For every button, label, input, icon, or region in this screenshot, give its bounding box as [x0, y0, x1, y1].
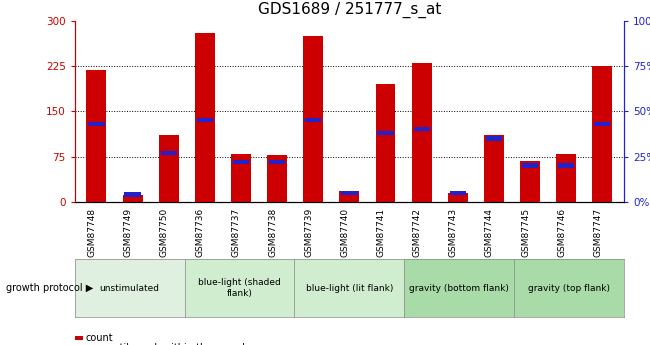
Bar	[486, 136, 502, 140]
Bar	[233, 160, 249, 164]
Text: gravity (top flank): gravity (top flank)	[528, 284, 610, 293]
Text: GSM87737: GSM87737	[232, 208, 241, 257]
Text: GSM87736: GSM87736	[196, 208, 205, 257]
Text: unstimulated: unstimulated	[99, 284, 160, 293]
Bar	[592, 66, 612, 202]
Bar	[124, 193, 140, 197]
Text: count: count	[86, 333, 113, 343]
Bar	[161, 151, 177, 155]
Bar	[269, 160, 285, 164]
Bar	[556, 154, 576, 202]
Text: GSM87747: GSM87747	[593, 208, 603, 257]
Bar	[520, 161, 540, 202]
Bar	[197, 118, 213, 122]
Bar	[411, 63, 432, 202]
Bar	[522, 164, 538, 168]
Bar	[378, 131, 394, 135]
Text: GSM87742: GSM87742	[413, 208, 422, 257]
Text: GSM87738: GSM87738	[268, 208, 277, 257]
Bar	[339, 191, 359, 202]
Bar	[450, 191, 466, 195]
Bar	[123, 195, 142, 202]
Text: GSM87739: GSM87739	[304, 208, 313, 257]
Text: GSM87749: GSM87749	[124, 208, 133, 257]
Bar	[267, 155, 287, 202]
Bar	[341, 191, 358, 195]
Text: GSM87740: GSM87740	[341, 208, 350, 257]
Bar	[448, 193, 468, 202]
Text: blue-light (shaded
flank): blue-light (shaded flank)	[198, 278, 281, 298]
Text: GSM87745: GSM87745	[521, 208, 530, 257]
Bar	[376, 84, 395, 202]
Bar	[195, 33, 215, 202]
Bar	[305, 118, 321, 122]
Text: GSM87743: GSM87743	[448, 208, 458, 257]
Bar	[231, 154, 251, 202]
Text: GSM87750: GSM87750	[160, 208, 169, 257]
Text: growth protocol ▶: growth protocol ▶	[6, 283, 94, 293]
Text: GSM87746: GSM87746	[557, 208, 566, 257]
Text: gravity (bottom flank): gravity (bottom flank)	[410, 284, 509, 293]
Text: GSM87748: GSM87748	[88, 208, 96, 257]
Bar	[86, 70, 107, 202]
Text: percentile rank within the sample: percentile rank within the sample	[86, 343, 251, 345]
Bar	[594, 122, 610, 126]
Bar	[304, 36, 323, 202]
Bar	[159, 136, 179, 202]
Bar	[413, 127, 430, 131]
Title: GDS1689 / 251777_s_at: GDS1689 / 251777_s_at	[257, 2, 441, 18]
Text: blue-light (lit flank): blue-light (lit flank)	[306, 284, 393, 293]
Text: GSM87744: GSM87744	[485, 208, 494, 257]
Bar	[88, 122, 105, 126]
Bar	[558, 164, 575, 168]
Text: GSM87741: GSM87741	[376, 208, 385, 257]
Bar	[484, 136, 504, 202]
